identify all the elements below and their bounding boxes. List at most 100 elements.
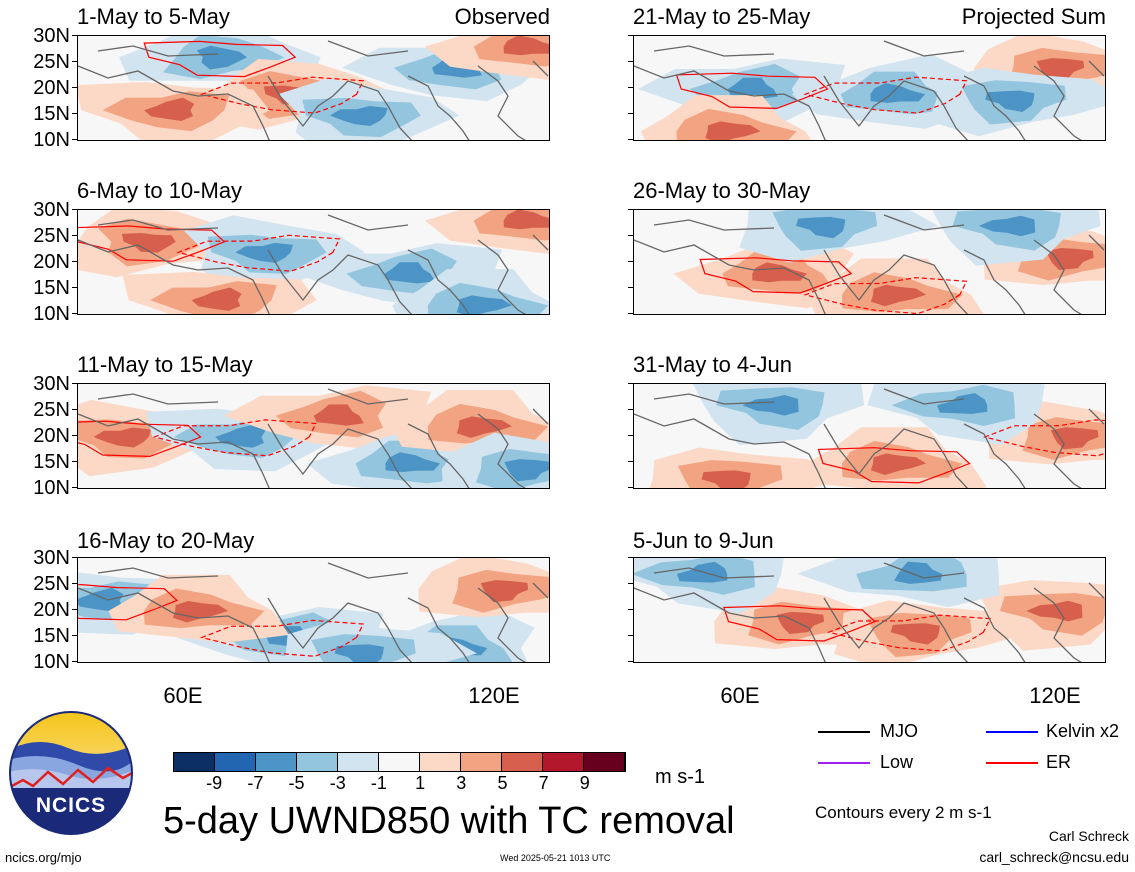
y-tick-label: 20N bbox=[33, 599, 70, 621]
anomaly-region bbox=[894, 561, 943, 584]
y-tick-mark bbox=[72, 383, 77, 384]
anomaly-region bbox=[742, 395, 799, 416]
anomaly-region bbox=[504, 459, 549, 482]
y-tick-mark bbox=[72, 557, 77, 558]
map-panel bbox=[77, 383, 550, 489]
y-tick-label: 30N bbox=[33, 373, 70, 395]
anomaly-region bbox=[890, 623, 940, 645]
coastline bbox=[78, 562, 549, 662]
anomaly-region bbox=[480, 580, 529, 603]
anomaly-region bbox=[78, 587, 124, 612]
y-tick-label: 25N bbox=[33, 51, 70, 73]
colorbar-label: -7 bbox=[247, 773, 264, 793]
y-tick-mark bbox=[72, 461, 77, 462]
anomaly-region bbox=[196, 45, 247, 70]
panel-title: 16-May to 20-May bbox=[77, 528, 255, 553]
anomaly-region bbox=[985, 90, 1035, 112]
anomaly-region bbox=[1046, 248, 1094, 271]
anomaly-region bbox=[121, 233, 176, 253]
legend-line-kelvin bbox=[986, 731, 1038, 733]
er-contour bbox=[675, 72, 829, 110]
anomaly-region bbox=[456, 295, 512, 314]
y-tick-label: 15N bbox=[33, 103, 70, 125]
contour-note: Contours every 2 m s-1 bbox=[815, 803, 992, 822]
map-panel bbox=[77, 35, 550, 141]
er-contour bbox=[78, 583, 179, 621]
colorbar-segment bbox=[297, 753, 338, 771]
anomaly-region bbox=[870, 284, 927, 307]
y-tick-label: 30N bbox=[33, 25, 70, 47]
er-contour bbox=[817, 447, 971, 484]
anomaly-region bbox=[1050, 427, 1099, 450]
colorbar-label: 7 bbox=[538, 773, 549, 793]
legend-line-low bbox=[818, 762, 870, 764]
y-tick-mark bbox=[72, 35, 77, 36]
panel-title: 31-May to 4-Jun bbox=[633, 352, 792, 377]
colorbar-label: 1 bbox=[415, 773, 426, 793]
map-panel bbox=[633, 383, 1106, 489]
anomaly-region bbox=[456, 416, 512, 438]
panel-title: 5-Jun to 9-Jun bbox=[633, 528, 774, 553]
y-tick-label: 20N bbox=[33, 251, 70, 273]
y-tick-label: 10N bbox=[33, 477, 70, 499]
y-tick-mark bbox=[628, 461, 633, 462]
anomaly-region bbox=[705, 121, 761, 140]
y-tick-label: 15N bbox=[33, 277, 70, 299]
anomaly-region bbox=[384, 262, 435, 284]
anomaly-region bbox=[1026, 600, 1083, 622]
coastline bbox=[78, 388, 549, 488]
colorbar-label: -5 bbox=[288, 773, 305, 793]
y-tick-mark bbox=[628, 113, 633, 114]
y-tick-mark bbox=[628, 661, 633, 662]
y-tick-label: 10N bbox=[33, 129, 70, 151]
coastline bbox=[634, 562, 1105, 662]
colorbar-segment bbox=[543, 753, 584, 771]
er-contour bbox=[199, 619, 365, 657]
map-panel bbox=[77, 209, 550, 315]
er-contour bbox=[143, 40, 297, 78]
y-tick-mark bbox=[72, 435, 77, 436]
y-tick-mark bbox=[628, 209, 633, 210]
map-panel bbox=[633, 209, 1106, 315]
panel-title: 6-May to 10-May bbox=[77, 178, 243, 203]
anomaly-region bbox=[752, 262, 807, 283]
colorbar-segment bbox=[502, 753, 543, 771]
y-tick-label: 10N bbox=[33, 651, 70, 673]
anomaly-region bbox=[701, 470, 751, 488]
anomaly-region bbox=[503, 210, 549, 230]
footer-author: Carl Schreck bbox=[1048, 828, 1129, 844]
y-tick-mark bbox=[628, 435, 633, 436]
anomaly-region bbox=[385, 452, 441, 473]
y-tick-mark bbox=[72, 113, 77, 114]
legend-label-er: ER bbox=[1046, 752, 1072, 772]
anomaly-region bbox=[870, 83, 926, 103]
y-tick-mark bbox=[628, 409, 633, 410]
y-tick-mark bbox=[628, 87, 633, 88]
x-tick-60e-left: 60E bbox=[163, 683, 203, 708]
colorbar-label: -1 bbox=[370, 773, 387, 793]
coastline bbox=[78, 40, 549, 140]
panel-title: 21-May to 25-May bbox=[633, 4, 811, 29]
footer-email: carl_schreck@ncsu.edu bbox=[979, 849, 1129, 865]
y-tick-mark bbox=[72, 261, 77, 262]
y-tick-mark bbox=[628, 383, 633, 384]
y-tick-label: 10N bbox=[33, 303, 70, 325]
y-tick-label: 30N bbox=[33, 199, 70, 221]
y-tick-mark bbox=[628, 235, 633, 236]
main-title: 5-day UWND850 with TC removal bbox=[163, 800, 735, 842]
colorbar-label: -3 bbox=[329, 773, 346, 793]
x-tick-120e-right: 120E bbox=[1029, 683, 1081, 708]
er-contour bbox=[176, 234, 341, 272]
panel-title: 11-May to 15-May bbox=[77, 352, 253, 377]
y-tick-mark bbox=[628, 261, 633, 262]
y-tick-label: 25N bbox=[33, 225, 70, 247]
ncics-logo: NCICS bbox=[8, 710, 134, 836]
y-tick-mark bbox=[72, 235, 77, 236]
y-tick-label: 30N bbox=[33, 547, 70, 569]
panel-tag: Observed bbox=[454, 4, 550, 29]
y-tick-mark bbox=[72, 409, 77, 410]
anomaly-region bbox=[1036, 58, 1085, 81]
coastline bbox=[78, 214, 549, 314]
y-tick-mark bbox=[628, 139, 633, 140]
anomaly-region bbox=[937, 393, 988, 414]
